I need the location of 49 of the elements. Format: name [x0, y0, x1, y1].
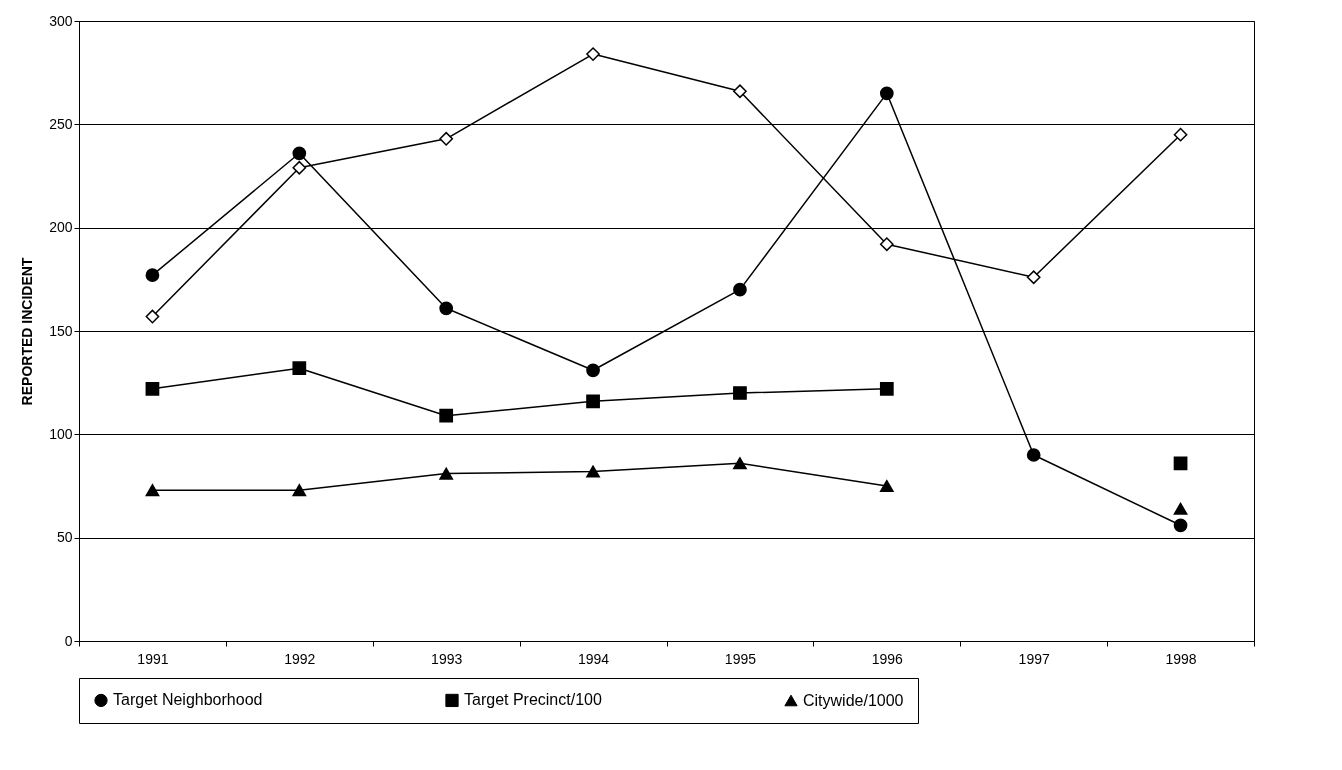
point	[145, 381, 160, 396]
x-tick-label: 1997	[1018, 650, 1050, 667]
legend-label: Target Neighborhood	[113, 691, 263, 709]
point	[733, 282, 747, 297]
point	[586, 465, 600, 478]
y-tick-label: 50	[56, 529, 73, 546]
y-tick-label: 250	[49, 115, 73, 132]
point	[439, 301, 454, 316]
point	[879, 479, 894, 493]
point	[1173, 518, 1188, 533]
x-tick-label: 1993	[431, 650, 463, 667]
point	[292, 484, 307, 497]
point	[292, 146, 307, 161]
point	[586, 394, 600, 409]
point	[879, 86, 894, 101]
point	[1173, 456, 1188, 471]
point	[145, 309, 160, 324]
point	[292, 361, 307, 376]
point	[586, 363, 600, 378]
point	[145, 484, 160, 497]
x-tick-label: 1992	[284, 650, 316, 667]
point	[733, 84, 747, 99]
point	[439, 467, 454, 480]
x-tick-label: 1995	[724, 650, 757, 667]
point	[292, 160, 307, 175]
point	[1026, 270, 1041, 285]
point	[1026, 448, 1041, 462]
point	[439, 131, 454, 146]
point	[733, 386, 747, 400]
legend-label: Citywide/1000	[803, 691, 904, 709]
point	[733, 457, 747, 470]
y-axis-title: REPORTED INCIDENT	[19, 257, 36, 406]
legend-label: Target Precinct/100	[464, 691, 602, 709]
point	[586, 47, 600, 61]
y-tick-label: 100	[49, 425, 73, 442]
point	[879, 381, 894, 396]
x-tick-label: 1998	[1165, 650, 1197, 667]
point	[1173, 127, 1188, 142]
y-tick-label: 200	[49, 219, 73, 236]
x-tick-label: 1996	[871, 650, 904, 667]
y-tick-label: 0	[64, 632, 73, 649]
x-tick-label: 1991	[137, 650, 169, 667]
point	[1173, 502, 1188, 515]
y-tick-label: 150	[49, 322, 73, 339]
point	[145, 268, 160, 283]
point	[879, 237, 894, 252]
x-tick-label: 1994	[577, 650, 610, 667]
y-tick-label: 300	[49, 12, 73, 29]
point	[439, 408, 454, 423]
